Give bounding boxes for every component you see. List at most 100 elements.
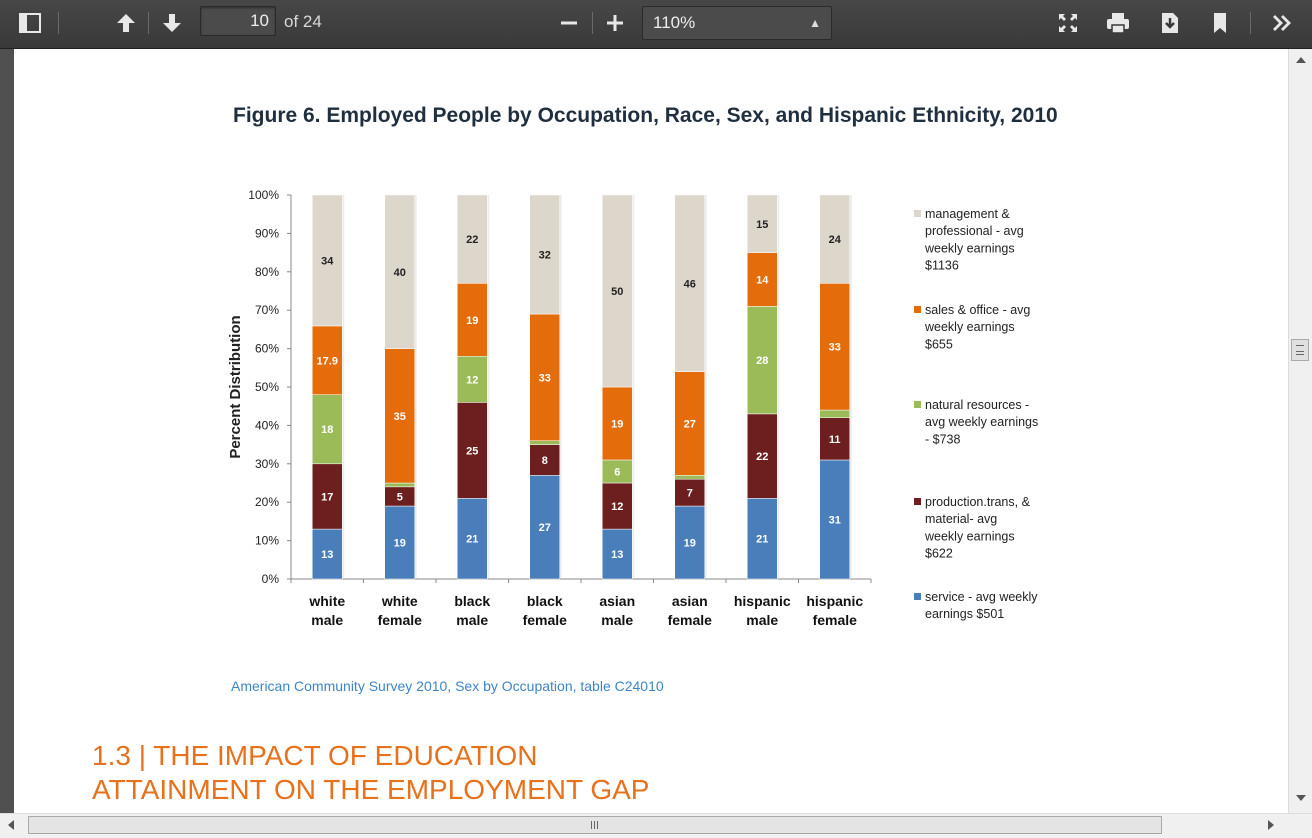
x-category-label: hispanic bbox=[734, 593, 791, 609]
bar-segment bbox=[312, 325, 343, 395]
next-page-icon[interactable] bbox=[158, 10, 186, 36]
section-heading-line-2: ATTAINMENT ON THE EMPLOYMENT GAP bbox=[92, 774, 650, 805]
zoom-value: 110% bbox=[653, 13, 696, 32]
y-tick-label: 0% bbox=[262, 572, 280, 586]
bar-segment bbox=[529, 444, 560, 476]
x-category-label: male bbox=[746, 612, 778, 628]
bar-segment bbox=[384, 505, 415, 580]
bar-value-label: 11 bbox=[829, 434, 841, 446]
bar-value-label: 25 bbox=[466, 445, 478, 457]
scroll-right-arrow-icon[interactable] bbox=[1268, 820, 1274, 830]
y-tick-label: 80% bbox=[255, 265, 279, 279]
y-tick-label: 40% bbox=[255, 418, 279, 432]
bar-segment bbox=[384, 482, 415, 488]
legend-label: earnings $501 bbox=[925, 607, 1004, 621]
legend-label: weekly earnings bbox=[924, 320, 1015, 334]
horizontal-scroll-thumb[interactable] bbox=[28, 816, 1162, 834]
zoom-in-icon[interactable] bbox=[602, 10, 628, 36]
bar-value-label: 27 bbox=[684, 418, 696, 430]
x-category-label: male bbox=[311, 612, 343, 628]
x-category-label: white bbox=[308, 593, 345, 609]
more-tools-icon[interactable] bbox=[1268, 10, 1296, 36]
scroll-up-arrow-icon[interactable] bbox=[1296, 57, 1306, 63]
y-tick-label: 30% bbox=[255, 457, 279, 471]
vertical-scroll-thumb[interactable] bbox=[1291, 339, 1309, 361]
section-heading: 1.3 | THE IMPACT OF EDUCATION ATTAINMENT… bbox=[92, 739, 649, 807]
legend-label: $1136 bbox=[925, 259, 959, 273]
pdf-toolbar: 10 of 24 110% ▲ bbox=[0, 0, 1312, 49]
bar-segment bbox=[674, 371, 705, 476]
y-tick-label: 70% bbox=[255, 303, 279, 317]
legend-label: professional - avg bbox=[925, 224, 1024, 238]
bar-segment bbox=[457, 356, 488, 403]
legend-label: service - avg weekly bbox=[925, 590, 1038, 604]
bar-segment bbox=[819, 409, 850, 418]
horizontal-scrollbar[interactable] bbox=[0, 813, 1312, 838]
bar-segment bbox=[819, 283, 850, 411]
bar-value-label: 13 bbox=[321, 549, 333, 561]
legend-label: avg weekly earnings bbox=[925, 415, 1038, 429]
x-category-label: female bbox=[378, 612, 423, 628]
legend-swatch bbox=[914, 306, 921, 313]
bar-value-label: 15 bbox=[756, 219, 768, 231]
vertical-scrollbar[interactable] bbox=[1288, 49, 1312, 813]
bar-segment bbox=[747, 252, 778, 307]
y-tick-label: 10% bbox=[255, 534, 279, 548]
bar-value-label: 34 bbox=[321, 255, 334, 267]
bar-value-label: 8 bbox=[542, 455, 548, 467]
y-tick-label: 90% bbox=[255, 226, 279, 240]
legend-swatch bbox=[914, 210, 921, 217]
x-category-label: female bbox=[523, 612, 568, 628]
x-category-label: hispanic bbox=[806, 593, 863, 609]
sidebar-toggle-icon[interactable] bbox=[16, 10, 44, 36]
bar-segment bbox=[312, 463, 343, 530]
bar-segment bbox=[747, 194, 778, 253]
x-category-label: male bbox=[456, 612, 488, 628]
print-icon[interactable] bbox=[1104, 10, 1132, 36]
bar-segment bbox=[602, 528, 633, 580]
bar-value-label: 19 bbox=[611, 418, 623, 430]
bar-segment bbox=[602, 386, 633, 461]
bar-segment bbox=[384, 348, 415, 484]
bar-value-label: 50 bbox=[611, 286, 623, 298]
page-number-input[interactable]: 10 bbox=[200, 6, 276, 36]
y-tick-label: 20% bbox=[255, 495, 279, 509]
legend-label: management & bbox=[925, 207, 1010, 221]
legend-label: weekly earnings bbox=[924, 241, 1015, 255]
bar-value-label: 19 bbox=[466, 315, 478, 327]
bar-segment bbox=[529, 194, 560, 315]
figure-title: Figure 6. Employed People by Occupation,… bbox=[233, 104, 1058, 127]
legend-label: sales & office - avg bbox=[925, 303, 1030, 317]
scroll-left-arrow-icon[interactable] bbox=[8, 820, 14, 830]
bar-value-label: 5 bbox=[397, 491, 403, 503]
bar-segment bbox=[674, 505, 705, 580]
zoom-out-icon[interactable] bbox=[556, 10, 582, 36]
bar-value-label: 22 bbox=[466, 234, 478, 246]
bar-value-label: 46 bbox=[684, 278, 696, 290]
bar-value-label: 35 bbox=[394, 411, 406, 423]
legend-swatch bbox=[914, 498, 921, 505]
bookmark-icon[interactable] bbox=[1206, 10, 1234, 36]
zoom-select[interactable]: 110% ▲ bbox=[642, 6, 832, 40]
download-icon[interactable] bbox=[1156, 10, 1184, 36]
bar-value-label: 19 bbox=[684, 538, 696, 550]
bar-value-label: 40 bbox=[394, 267, 406, 279]
bar-segment bbox=[529, 440, 560, 445]
x-category-label: female bbox=[813, 612, 858, 628]
x-category-label: female bbox=[668, 612, 713, 628]
document-viewport[interactable]: Figure 6. Employed People by Occupation,… bbox=[0, 49, 1288, 813]
x-category-label: asian bbox=[599, 593, 635, 609]
bar-segment bbox=[312, 394, 343, 465]
previous-page-icon[interactable] bbox=[112, 10, 140, 36]
zoom-select-arrows-icon: ▲ bbox=[809, 16, 821, 30]
bar-value-label: 12 bbox=[611, 501, 623, 513]
bar-segment bbox=[312, 194, 343, 327]
source-caption[interactable]: American Community Survey 2010, Sex by O… bbox=[231, 678, 664, 694]
bar-value-label: 31 bbox=[829, 514, 841, 526]
scroll-down-arrow-icon[interactable] bbox=[1296, 795, 1306, 801]
y-tick-label: 100% bbox=[248, 188, 279, 202]
bar-segment bbox=[602, 194, 633, 388]
fullscreen-icon[interactable] bbox=[1054, 10, 1082, 36]
bar-segment bbox=[747, 498, 778, 580]
y-tick-label: 60% bbox=[255, 342, 279, 356]
